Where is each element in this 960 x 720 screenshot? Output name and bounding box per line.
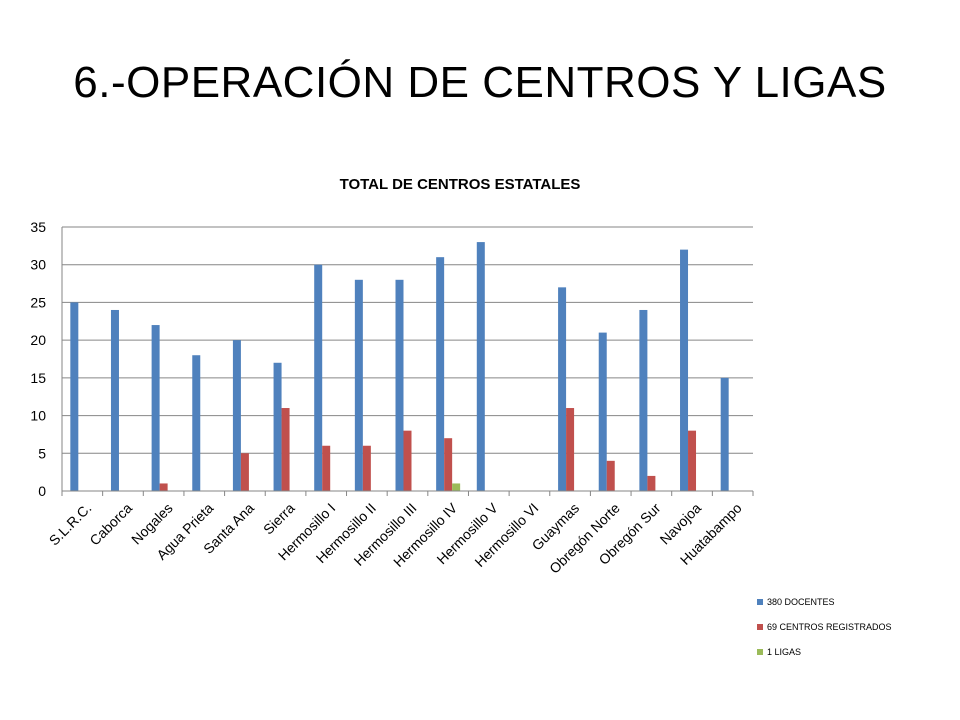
bar xyxy=(362,445,371,491)
y-tick-label: 20 xyxy=(30,332,46,348)
bar xyxy=(281,408,290,491)
bar xyxy=(639,309,648,491)
bar xyxy=(436,257,445,491)
legend-label: 380 DOCENTES xyxy=(767,597,835,607)
bar xyxy=(452,483,461,491)
bar xyxy=(273,362,282,491)
bar xyxy=(558,287,567,491)
bar xyxy=(688,430,697,491)
slide-title: 6.-OPERACIÓN DE CENTROS Y LIGAS xyxy=(73,58,887,107)
axes xyxy=(61,227,754,496)
y-tick-label: 15 xyxy=(30,370,46,386)
bar xyxy=(720,377,729,491)
bar xyxy=(314,264,323,491)
bar xyxy=(395,279,404,491)
bars xyxy=(70,242,729,491)
x-tick-label: Caborca xyxy=(86,500,135,549)
y-tick-label: 0 xyxy=(38,483,46,499)
legend: 380 DOCENTES 69 CENTROS REGISTRADOS 1 LIGA… xyxy=(757,597,892,657)
bar xyxy=(240,453,249,491)
legend-swatch xyxy=(757,649,763,655)
legend-swatch xyxy=(757,599,763,605)
bar xyxy=(232,340,241,491)
y-tick-label: 10 xyxy=(30,408,46,424)
bar xyxy=(192,355,201,491)
bar xyxy=(151,325,160,491)
bar xyxy=(403,430,412,491)
chart-title: TOTAL DE CENTROS ESTATALES xyxy=(340,176,581,193)
x-tick-label: S.L.R.C. xyxy=(46,500,95,549)
bar xyxy=(647,475,656,491)
y-tick-label: 25 xyxy=(30,294,46,310)
legend-swatch xyxy=(757,624,763,630)
legend-label: 69 CENTROS REGISTRADOS xyxy=(767,622,892,632)
bar xyxy=(322,445,331,491)
bar xyxy=(680,249,689,491)
x-tick-label: Obregón Norte xyxy=(546,500,623,577)
bar xyxy=(476,242,485,491)
legend-label: 1 LIGAS xyxy=(767,647,801,657)
x-tick-label: Sierra xyxy=(260,500,298,538)
bar xyxy=(444,438,453,491)
bar xyxy=(566,408,575,491)
y-axis-ticks: 0 5 10 15 20 25 30 35 xyxy=(30,219,46,499)
y-tick-label: 5 xyxy=(38,445,46,461)
bar xyxy=(606,460,615,491)
bar xyxy=(354,279,363,491)
bar xyxy=(159,483,168,491)
bar xyxy=(70,302,79,491)
bar xyxy=(598,332,607,491)
bar xyxy=(110,309,119,491)
y-tick-label: 35 xyxy=(30,219,46,235)
y-tick-label: 30 xyxy=(30,257,46,273)
